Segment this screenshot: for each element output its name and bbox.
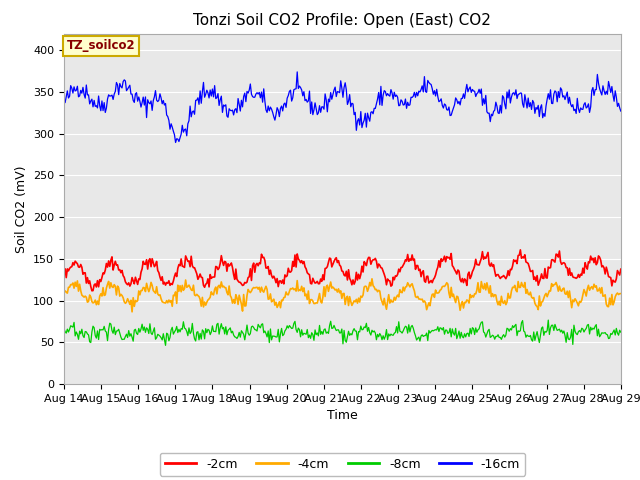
- -2cm: [617, 266, 625, 272]
- -8cm: [617, 329, 625, 335]
- -2cm: [519, 254, 527, 260]
- -16cm: [364, 110, 371, 116]
- -8cm: [393, 324, 401, 329]
- -2cm: [362, 263, 370, 268]
- -4cm: [362, 284, 370, 289]
- -16cm: [394, 95, 401, 100]
- -4cm: [394, 292, 401, 298]
- -2cm: [606, 274, 614, 280]
- -16cm: [172, 140, 179, 145]
- -16cm: [60, 98, 68, 104]
- -4cm: [617, 291, 625, 297]
- -8cm: [162, 342, 170, 348]
- -4cm: [60, 288, 68, 294]
- -16cm: [606, 84, 614, 90]
- X-axis label: Time: Time: [327, 409, 358, 422]
- -16cm: [293, 69, 301, 75]
- -8cm: [518, 320, 525, 325]
- Line: -8cm: -8cm: [64, 320, 621, 345]
- Title: Tonzi Soil CO2 Profile: Open (East) CO2: Tonzi Soil CO2 Profile: Open (East) CO2: [193, 13, 492, 28]
- Line: -4cm: -4cm: [64, 279, 621, 312]
- -4cm: [606, 295, 614, 301]
- -2cm: [393, 274, 401, 279]
- Text: TZ_soilco2: TZ_soilco2: [67, 39, 136, 52]
- Line: -16cm: -16cm: [64, 72, 621, 143]
- -8cm: [362, 321, 370, 326]
- Line: -2cm: -2cm: [64, 250, 621, 291]
- -2cm: [60, 271, 68, 277]
- -8cm: [606, 335, 614, 341]
- -2cm: [326, 255, 333, 261]
- -2cm: [329, 261, 337, 267]
- -2cm: [88, 288, 96, 294]
- -8cm: [326, 323, 333, 328]
- -8cm: [60, 326, 68, 332]
- Legend: -2cm, -4cm, -8cm, -16cm: -2cm, -4cm, -8cm, -16cm: [160, 453, 525, 476]
- -16cm: [617, 108, 625, 114]
- -4cm: [519, 283, 527, 288]
- -16cm: [330, 87, 338, 93]
- -16cm: [519, 101, 527, 107]
- -4cm: [368, 276, 376, 282]
- -4cm: [326, 284, 333, 289]
- -2cm: [516, 247, 524, 253]
- -8cm: [329, 325, 337, 331]
- -4cm: [128, 309, 136, 315]
- -4cm: [329, 284, 337, 290]
- -16cm: [327, 90, 335, 96]
- -8cm: [545, 317, 552, 323]
- Y-axis label: Soil CO2 (mV): Soil CO2 (mV): [15, 165, 28, 252]
